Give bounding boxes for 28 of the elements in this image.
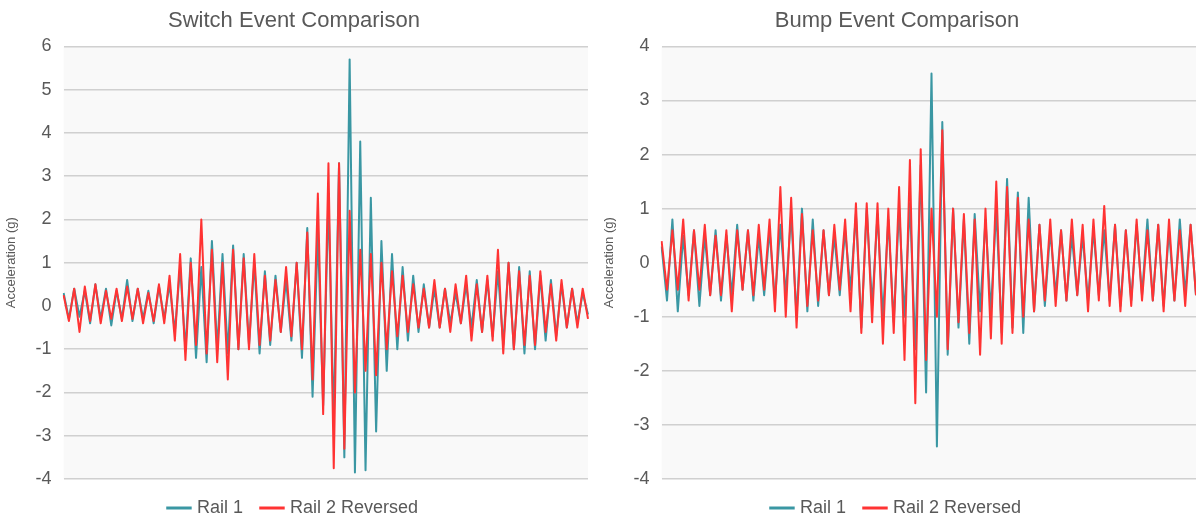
y-tick-label: 0 (41, 294, 52, 315)
y-tick-label: 2 (639, 143, 650, 164)
chart-title: Bump Event Comparison (774, 7, 1020, 33)
y-tick-label: -4 (633, 467, 650, 488)
y-tick-label: 1 (41, 251, 52, 272)
legend-label: Rail 2 Reversed (289, 496, 419, 517)
y-tick-label: -3 (35, 424, 52, 445)
legend-label: Rail 2 Reversed (892, 496, 1022, 517)
y-tick-label: -1 (35, 338, 52, 359)
y-tick-label: 0 (639, 251, 650, 272)
y-tick-label: -1 (633, 305, 650, 326)
y-tick-label: 4 (41, 121, 52, 142)
y-axis-title: Acceleration (g) (3, 217, 19, 309)
y-tick-label: -2 (633, 359, 650, 380)
y-tick-label: 1 (639, 197, 650, 218)
y-tick-label: -4 (35, 467, 52, 488)
y-tick-label: -3 (633, 413, 650, 434)
chart-title: Switch Event Comparison (168, 7, 420, 33)
legend-label: Rail 1 (799, 496, 846, 517)
y-tick-label: 6 (41, 35, 52, 56)
y-tick-label: 3 (639, 89, 650, 110)
y-tick-label: -2 (35, 381, 52, 402)
legend-label: Rail 1 (196, 496, 243, 517)
y-tick-label: 4 (639, 35, 650, 56)
y-tick-label: 5 (41, 78, 52, 99)
y-axis-title: Acceleration (g) (601, 217, 617, 309)
y-tick-label: 2 (41, 208, 52, 229)
y-tick-label: 3 (41, 165, 52, 186)
